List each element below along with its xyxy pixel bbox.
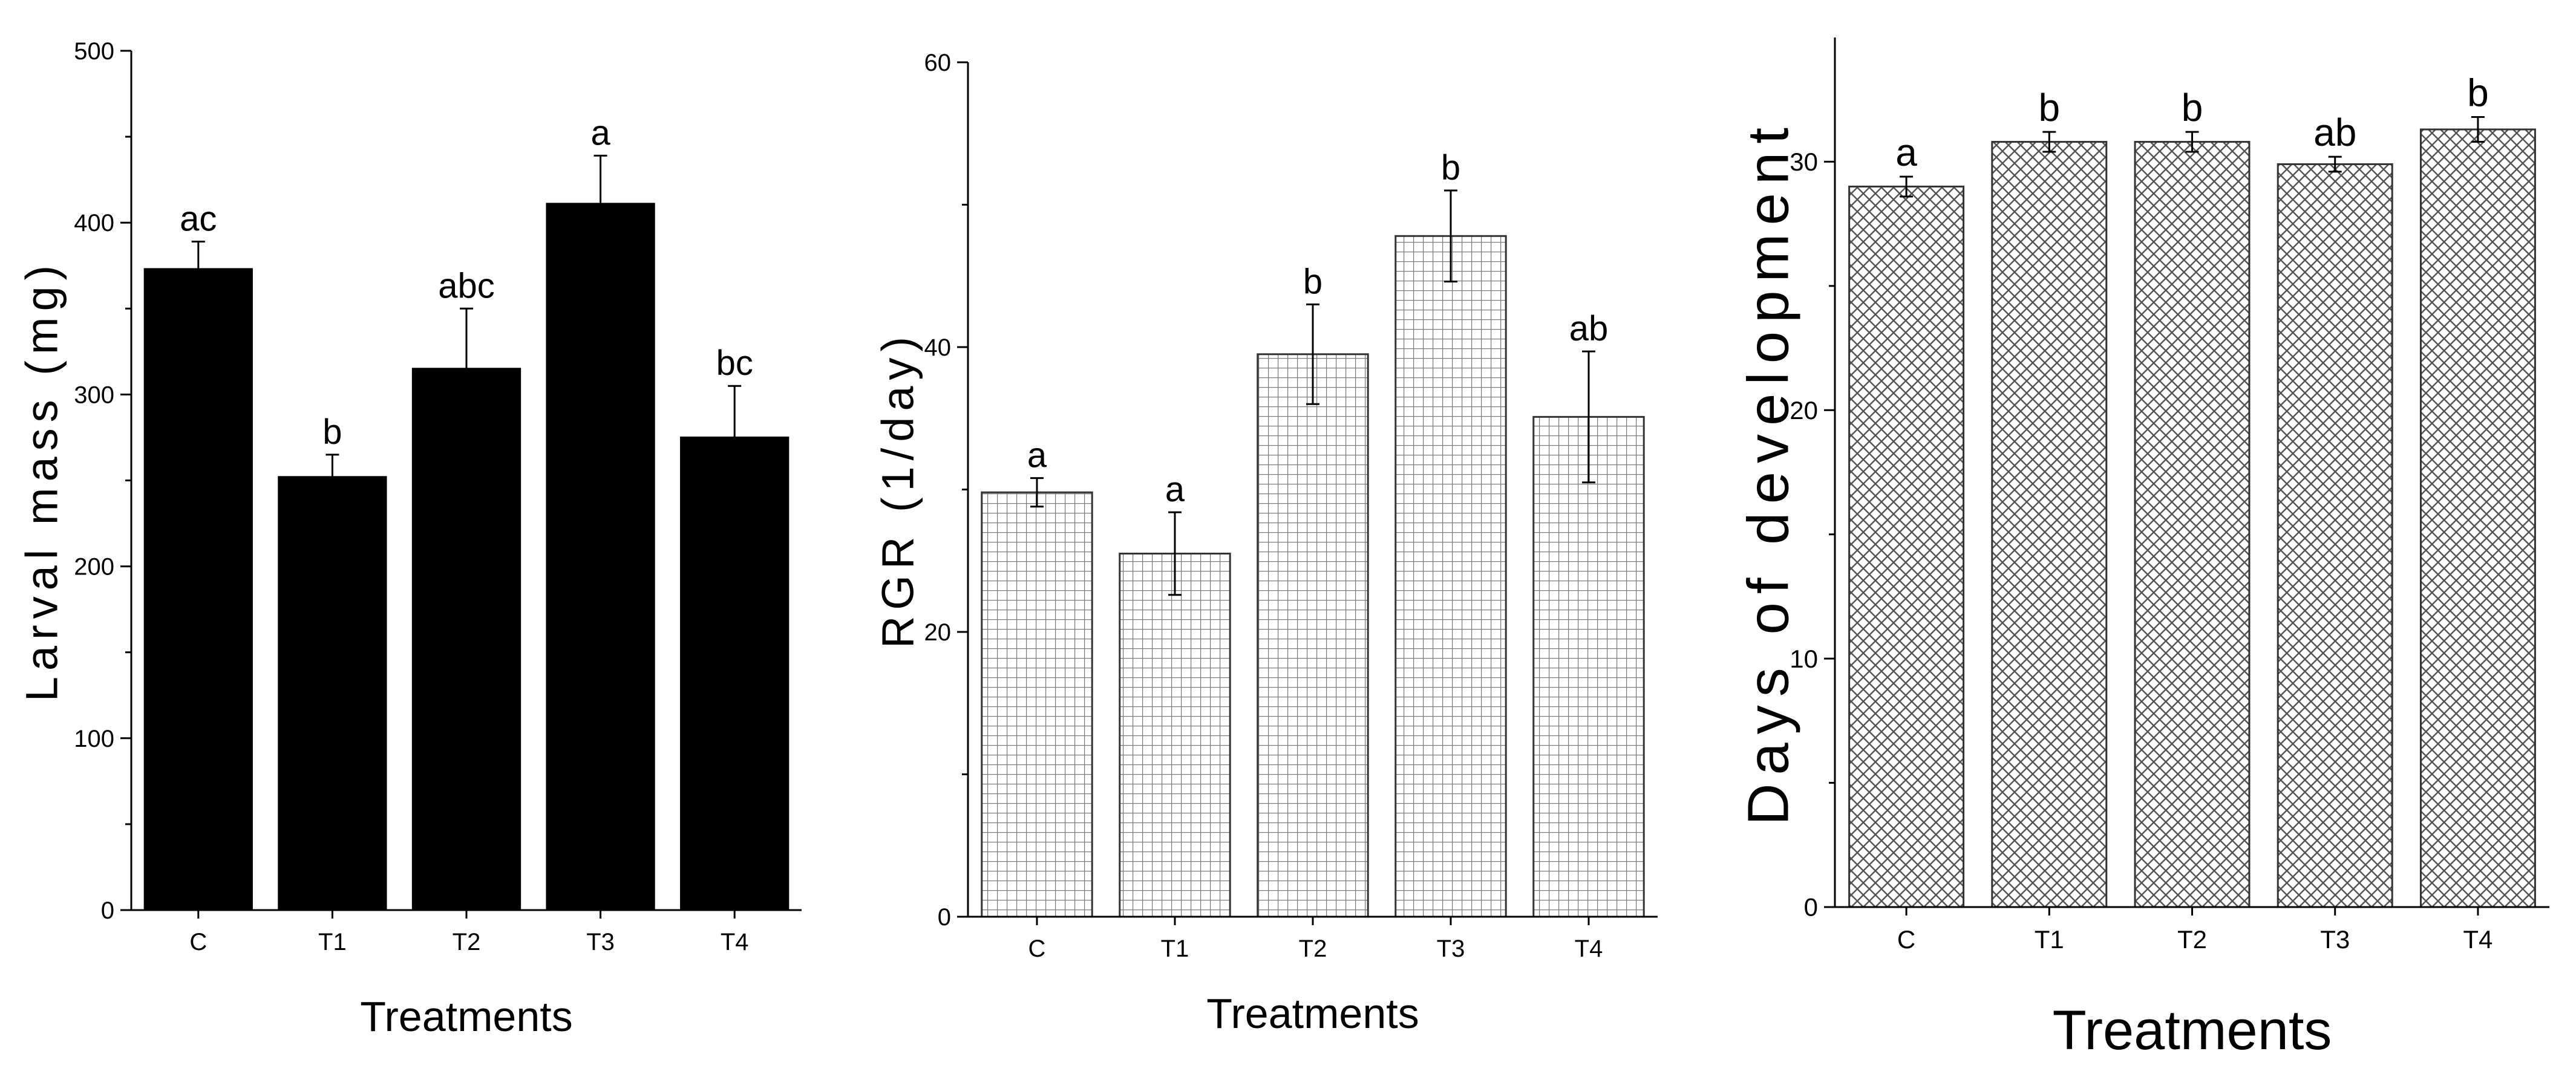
y-tick-label-300: 300 <box>74 382 114 408</box>
bar-t4 <box>680 436 789 911</box>
x-tick-label-t1: T1 <box>318 929 347 955</box>
x-tick-label-t1: T1 <box>1161 935 1189 962</box>
x-tick-label-t2: T2 <box>2177 925 2207 954</box>
x-axis-title: Treatments <box>2053 1000 2332 1061</box>
significance-label-t2: b <box>1303 262 1322 301</box>
error-bars-group <box>1030 189 1595 596</box>
bar-c <box>1848 186 1965 908</box>
x-tick-label-c: C <box>189 929 207 955</box>
x-tick-label-t2: T2 <box>1299 935 1327 962</box>
x-tick-label-t4: T4 <box>721 929 749 955</box>
y-tick-label-30: 30 <box>1790 148 1818 176</box>
x-tick-label-t4: T4 <box>2463 925 2493 954</box>
y-tick-label-0: 0 <box>1804 893 1818 922</box>
bar-t3 <box>2277 163 2393 908</box>
bar-t1 <box>278 476 387 911</box>
significance-label-t3: a <box>590 113 610 152</box>
axes-group: C T1 T2 T3 T4 0 100 200 300 400 500 <box>74 38 802 955</box>
significance-label-t2: abc <box>438 266 495 305</box>
y-tick-label-0: 0 <box>938 904 951 931</box>
y-tick-label-60: 60 <box>924 50 952 76</box>
bars-group <box>1848 128 2536 908</box>
x-tick-label-c: C <box>1897 925 1915 954</box>
bar-c <box>981 491 1093 918</box>
significance-label-t3: ab <box>2313 111 2356 154</box>
bar-c <box>143 268 253 911</box>
y-tick-label-10: 10 <box>1790 645 1818 673</box>
y-tick-label-500: 500 <box>74 38 114 65</box>
error-bars-group <box>1900 115 2485 198</box>
x-tick-label-t3: T3 <box>1437 935 1465 962</box>
significance-label-t4: b <box>2467 71 2489 114</box>
x-tick-label-t4: T4 <box>1575 935 1603 962</box>
y-tick-label-0: 0 <box>101 897 114 924</box>
bar-t2 <box>411 368 521 911</box>
bar-t4 <box>1532 415 1645 918</box>
axes-group: C T1 T2 T3 T4 0 10 20 30 <box>1790 37 2549 954</box>
y-tick-label-20: 20 <box>1790 396 1818 425</box>
bar-t3 <box>546 203 655 911</box>
y-tick-label-200: 200 <box>74 554 114 581</box>
significance-label-t2: b <box>2182 86 2203 129</box>
y-axis-title: Days of development <box>1736 119 1800 825</box>
significance-label-c: a <box>1027 436 1047 475</box>
x-axis-title: Treatments <box>360 993 572 1040</box>
significance-label-t1: a <box>1165 470 1185 509</box>
significance-label-c: a <box>1895 131 1917 174</box>
x-axis-title: Treatments <box>1206 990 1419 1037</box>
x-tick-label-t2: T2 <box>453 929 481 955</box>
y-axis-title: Larval mass (mg) <box>17 259 67 702</box>
bar-t1 <box>1119 552 1231 918</box>
y-tick-label-100: 100 <box>74 726 114 752</box>
y-tick-label-40: 40 <box>924 334 952 361</box>
bars-group <box>981 235 1645 918</box>
x-tick-label-t3: T3 <box>2320 925 2350 954</box>
axes-group: C T1 T2 T3 T4 0 20 40 60 <box>924 50 1658 962</box>
significance-label-t4: ab <box>1569 309 1609 348</box>
y-tick-label-400: 400 <box>74 210 114 236</box>
bar-t2 <box>1257 353 1369 918</box>
bar-t3 <box>1394 235 1507 918</box>
significance-label-t3: b <box>1441 148 1460 187</box>
significance-label-t1: b <box>2039 86 2061 129</box>
bar-t2 <box>2134 141 2251 908</box>
x-tick-label-t1: T1 <box>2035 925 2064 954</box>
y-axis-title: RGR (1/day) <box>873 331 923 648</box>
significance-label-c: ac <box>180 199 217 238</box>
x-tick-label-c: C <box>1028 935 1046 962</box>
significance-label-t4: bc <box>716 343 753 383</box>
significance-label-t1: b <box>322 412 342 452</box>
bar-t1 <box>1991 141 2108 908</box>
y-tick-label-20: 20 <box>924 619 952 646</box>
x-tick-label-t3: T3 <box>586 929 615 955</box>
bar-t4 <box>2419 128 2536 908</box>
error-bars-group <box>191 154 742 501</box>
